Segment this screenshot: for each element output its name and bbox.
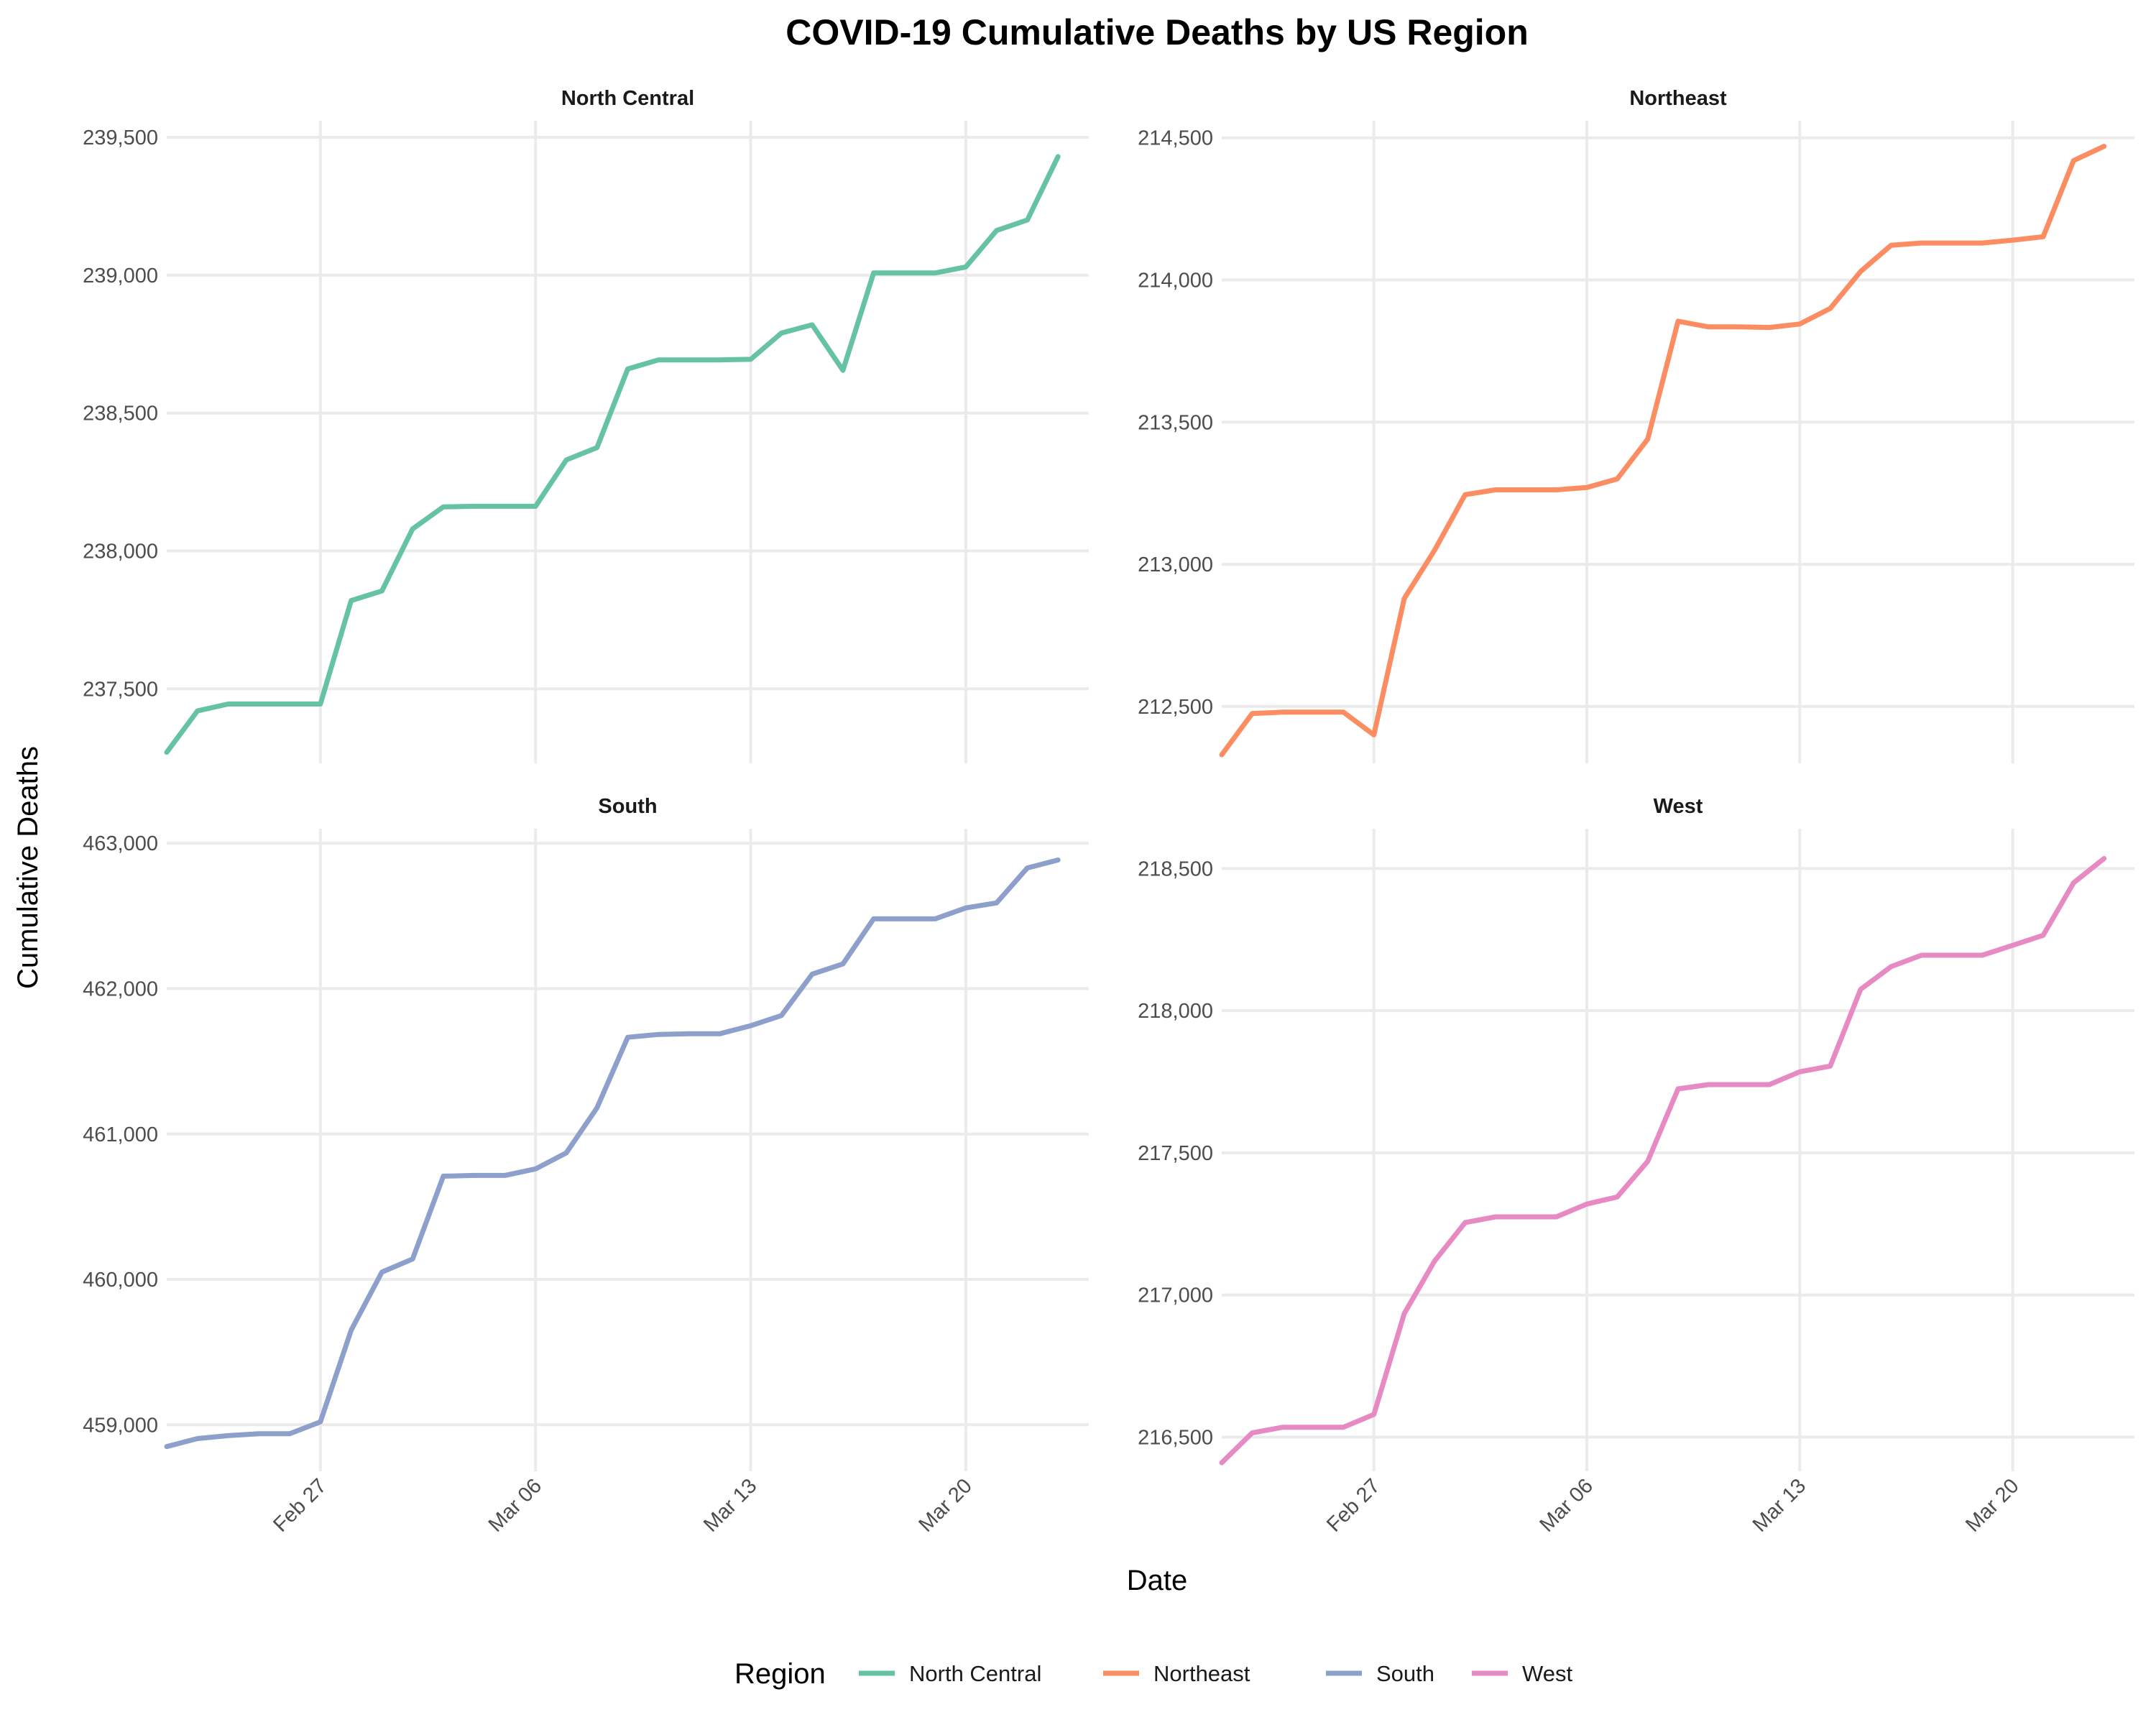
y-tick-label: 216,500 [1138,1427,1213,1450]
y-tick-label: 238,000 [83,540,158,564]
y-tick-label: 217,000 [1138,1284,1213,1307]
series-line-northeast [1219,144,2107,758]
y-tick-label: 214,500 [1138,127,1213,150]
legend-item-northeast: Northeast [1103,1661,1250,1686]
y-tick-label: 462,000 [83,978,158,1000]
x-tick-label: Mar 06 [1535,1474,1597,1536]
series-line-west [1219,856,2107,1466]
facet-strip-label: West [1654,795,1703,818]
y-tick-label: 461,000 [83,1123,158,1146]
x-tick-label: Feb 27 [269,1474,331,1536]
y-tick-label: 239,500 [83,126,158,150]
facet-panels: North Central 237,500 238,000 238,500 239,00… [83,87,2134,1537]
series-line-south [164,857,1061,1450]
legend-item-north-central: North Central [859,1661,1041,1686]
y-tick-label: 218,500 [1138,857,1213,880]
y-tick-label: 239,000 [83,264,158,288]
x-axis-title: Date [1127,1565,1188,1596]
panel-west: West 216,500 217,000 217,500 218,000 218,500 F… [1138,795,2134,1537]
x-tick-label: Mar 20 [914,1474,976,1536]
y-tick-label: 214,000 [1138,270,1213,293]
panel-south: South 459,000 460,000 461,000 462,000 463,000… [83,795,1089,1537]
facet-strip-label: North Central [561,87,694,110]
x-tick-label: Feb 27 [1322,1474,1384,1536]
y-tick-label: 213,500 [1138,411,1213,434]
y-tick-label: 463,000 [83,832,158,855]
series-line-north-central [164,154,1061,755]
legend-title: Region [734,1658,826,1690]
legend-label: South [1376,1661,1434,1686]
y-tick-label: 237,500 [83,678,158,701]
y-tick-label: 213,000 [1138,553,1213,576]
x-tick-label: Mar 06 [484,1474,546,1536]
facet-strip-label: South [598,795,657,818]
legend-item-west: West [1472,1661,1572,1686]
legend-label: Northeast [1153,1661,1250,1686]
y-tick-label: 218,000 [1138,1000,1213,1023]
y-tick-label: 459,000 [83,1414,158,1437]
chart-title: COVID-19 Cumulative Deaths by US Region [786,12,1529,52]
x-tick-label: Mar 20 [1961,1474,2023,1536]
legend-item-south: South [1326,1661,1434,1686]
legend-label: North Central [909,1661,1041,1686]
legend: Region North Central Northeast South West [734,1658,1572,1690]
legend-label: West [1522,1661,1572,1686]
y-tick-label: 460,000 [83,1269,158,1292]
y-tick-label: 217,500 [1138,1142,1213,1165]
panel-north-central: North Central 237,500 238,000 238,500 239,00… [83,87,1089,763]
x-tick-label: Mar 13 [1749,1474,1810,1536]
x-tick-label: Mar 13 [699,1474,761,1536]
y-axis-title: Cumulative Deaths [12,746,44,989]
y-tick-label: 212,500 [1138,696,1213,719]
y-tick-label: 238,500 [83,402,158,426]
facet-strip-label: Northeast [1629,87,1727,110]
panel-northeast: Northeast 212,500 213,000 213,500 214,000 214… [1138,87,2134,763]
